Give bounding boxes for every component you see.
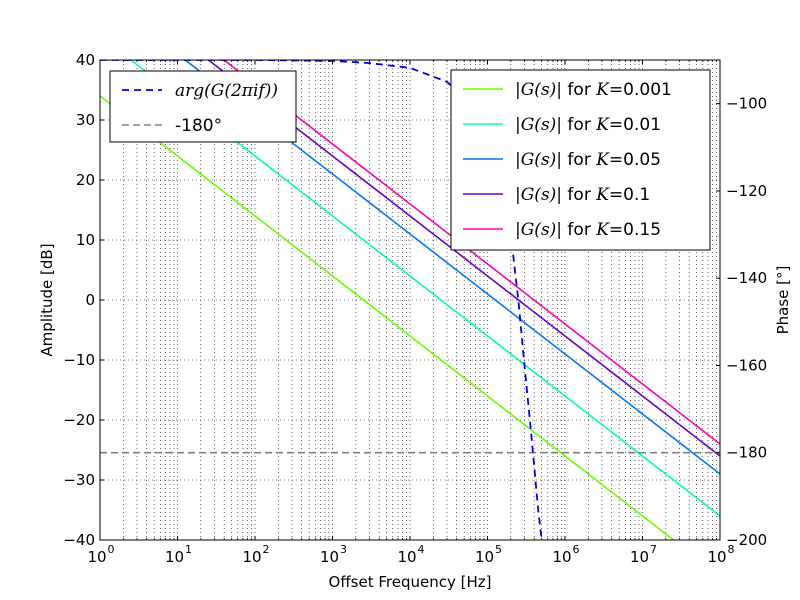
x-tick-label-base: 10 (552, 548, 571, 566)
y2-tick-label: −100 (726, 95, 767, 113)
amplitude-series-line (207, 60, 720, 457)
y-tick-label: −20 (63, 411, 95, 429)
phase-legend-box (109, 70, 297, 143)
y-tick-label: −40 (63, 531, 95, 549)
legend-label-k: K (595, 115, 610, 135)
x-tick-label-exponent: 1 (185, 543, 192, 556)
x-tick-label: 10 7 (630, 543, 657, 566)
x-tick-label-exponent: 5 (495, 543, 502, 556)
x-tick-label: 10 5 (475, 543, 502, 566)
legend-label-math: |G(s)| (515, 220, 562, 240)
y2-tick-label: −160 (726, 356, 767, 374)
x-tick-labels: 10 0 10 1 10 2 10 3 10 4 10 5 10 6 10 7 10 8 (87, 543, 734, 566)
legend-label-for: for (562, 220, 596, 240)
legend-label-k: K (595, 80, 610, 100)
x-tick-label: 10 1 (165, 543, 192, 566)
x-tick-label-exponent: 6 (573, 543, 580, 556)
y2-tick-label: −120 (726, 182, 767, 200)
amplitude-legend: |G(s)| for K=0.001|G(s)| for K=0.01|G(s)… (450, 69, 711, 251)
legend-label-for: for (562, 80, 596, 100)
y-tick-label: −10 (63, 351, 95, 369)
y-tick-label: 10 (76, 231, 95, 249)
y-tick-label: 0 (85, 291, 95, 309)
legend-label-math: |G(s)| (515, 150, 562, 170)
x-tick-label-base: 10 (397, 548, 416, 566)
y-tick-label: 40 (76, 51, 95, 69)
legend-label-amplitude: |G(s)| for K=0.1 (515, 185, 650, 205)
y-tick-label: 20 (76, 171, 95, 189)
x-tick-label-base: 10 (630, 548, 649, 566)
legend-label-amplitude: |G(s)| for K=0.15 (515, 220, 661, 240)
legend-label-value: =0.05 (609, 150, 661, 170)
y2-axis-label: Phase [°] (774, 266, 792, 335)
x-tick-label: 10 3 (320, 543, 347, 566)
y2-tick-label: −180 (726, 444, 767, 462)
legend-label-k: K (595, 150, 610, 170)
amplitude-series-line (100, 95, 675, 540)
legend-label-k: K (595, 185, 610, 205)
axis-ticks (99, 59, 721, 541)
x-tick-label: 10 4 (397, 543, 424, 566)
x-tick-label-base: 10 (320, 548, 339, 566)
y2-tick-label: −200 (726, 531, 767, 549)
legend-label-minus-180: -180° (175, 116, 222, 136)
x-tick-label-exponent: 4 (418, 543, 425, 556)
legend-label-amplitude: |G(s)| for K=0.01 (515, 115, 661, 135)
x-tick-label-exponent: 0 (108, 543, 115, 556)
legend-label-for: for (562, 185, 596, 205)
phase-legend: arg(G(2πif)) -180° (109, 70, 297, 143)
legend-label-value: =0.001 (609, 80, 672, 100)
x-tick-label-base: 10 (242, 548, 261, 566)
legend-label-math: |G(s)| (515, 80, 562, 100)
x-tick-label: 10 6 (552, 543, 579, 566)
y2-tick-labels: −100 −120 −140 −160 −180 −200 (726, 95, 767, 549)
amplitude-legend-box (450, 69, 711, 251)
amplitude-series-line (222, 60, 720, 445)
x-tick-label-exponent: 7 (650, 543, 657, 556)
y-axis-label: Amplitude [dB] (38, 243, 56, 356)
x-tick-label: 10 2 (242, 543, 269, 566)
x-tick-label-base: 10 (87, 548, 106, 566)
legend-label-phase: arg(G(2πif)) (175, 81, 278, 101)
y-tick-label: −30 (63, 471, 95, 489)
legend-label-amplitude: |G(s)| for K=0.05 (515, 150, 661, 170)
legend-label-math: |G(s)| (515, 185, 562, 205)
legend-label-k: K (595, 220, 610, 240)
legend-label-math: |G(s)| (515, 115, 562, 135)
legend-label-value: =0.15 (609, 220, 661, 240)
y-tick-labels: 40 30 20 10 0 −10 −20 −30 −40 (63, 51, 95, 549)
x-axis-label: Offset Frequency [Hz] (329, 573, 492, 591)
legend-label-value: =0.1 (609, 185, 650, 205)
x-tick-label-base: 10 (475, 548, 494, 566)
y-tick-label: 30 (76, 111, 95, 129)
x-tick-label: 10 8 (707, 543, 734, 566)
legend-label-for: for (562, 150, 596, 170)
x-tick-label-exponent: 8 (728, 543, 735, 556)
x-tick-label-base: 10 (707, 548, 726, 566)
legend-label-for: for (562, 115, 596, 135)
x-tick-label-exponent: 3 (340, 543, 347, 556)
x-tick-label-exponent: 2 (263, 543, 270, 556)
x-tick-label: 10 0 (87, 543, 114, 566)
y2-tick-label: −140 (726, 269, 767, 287)
legend-label-value: =0.01 (609, 115, 661, 135)
legend-label-amplitude: |G(s)| for K=0.001 (515, 80, 672, 100)
x-tick-label-base: 10 (165, 548, 184, 566)
